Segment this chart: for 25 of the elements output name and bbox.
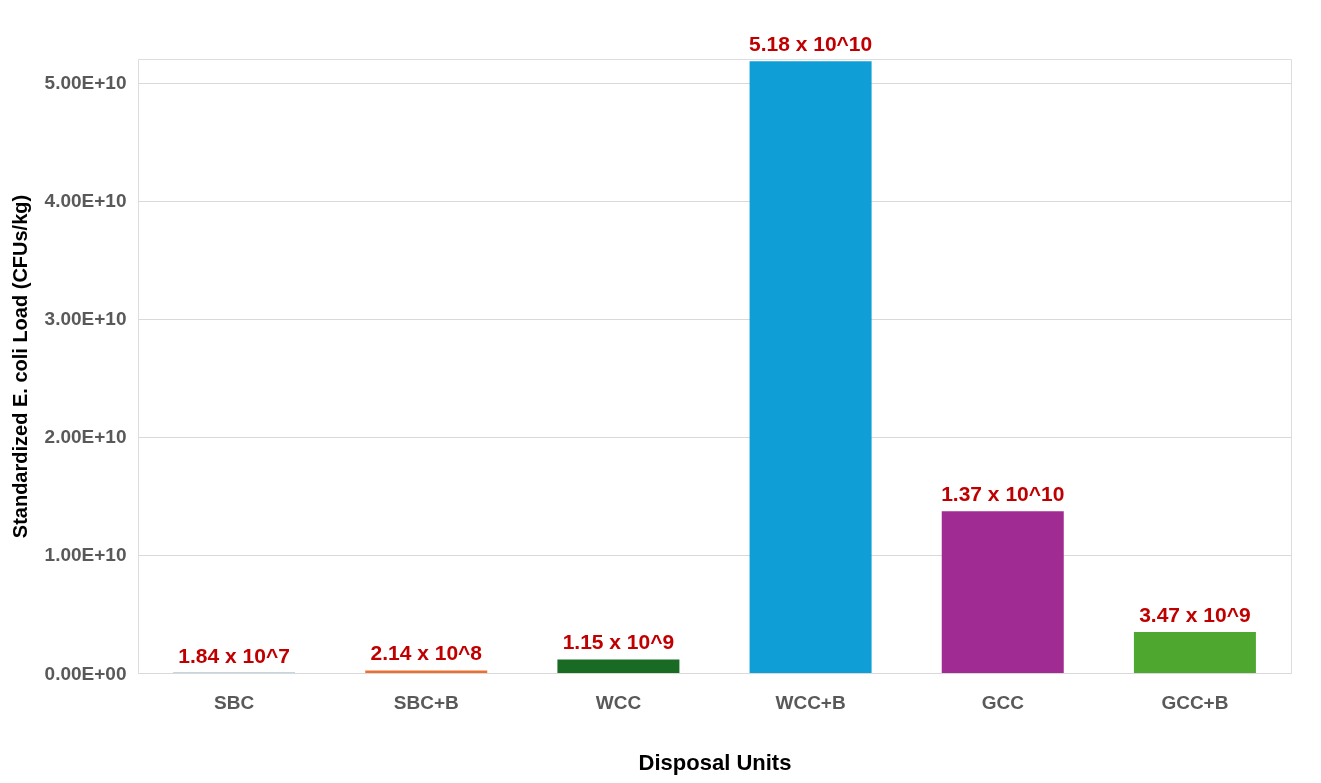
- data-label: 1.37 x 10^10: [941, 482, 1065, 506]
- y-tick-label: 2.00E+10: [44, 426, 127, 448]
- bar: [557, 659, 680, 673]
- y-tick-label: 5.00E+10: [44, 72, 127, 94]
- x-tick-label: GCC+B: [1161, 691, 1229, 713]
- y-tick-label: 4.00E+10: [44, 190, 127, 212]
- bar: [1133, 632, 1256, 673]
- data-label: 1.84 x 10^7: [178, 643, 290, 667]
- bar: [365, 670, 488, 673]
- x-axis-title: Disposal Units: [638, 749, 792, 775]
- x-tick-label: WCC: [595, 691, 642, 713]
- bar: [941, 511, 1064, 673]
- bar: [749, 61, 872, 673]
- x-tick-label: GCC: [981, 691, 1025, 713]
- data-label: 3.47 x 10^9: [1139, 603, 1251, 627]
- y-tick-label: 1.00E+10: [44, 544, 127, 566]
- x-tick-label: SBC+B: [393, 691, 459, 713]
- x-tick-label: SBC: [214, 691, 255, 713]
- y-tick-label: 0.00E+00: [44, 662, 127, 684]
- data-label: 2.14 x 10^8: [370, 641, 483, 665]
- y-tick-label: 3.00E+10: [44, 308, 127, 330]
- y-axis-title: Standardized E. coli Load (CFUs/kg): [8, 194, 31, 539]
- x-tick-label: WCC+B: [775, 691, 846, 713]
- data-label: 1.15 x 10^9: [562, 630, 675, 654]
- data-label: 5.18 x 10^10: [748, 32, 873, 56]
